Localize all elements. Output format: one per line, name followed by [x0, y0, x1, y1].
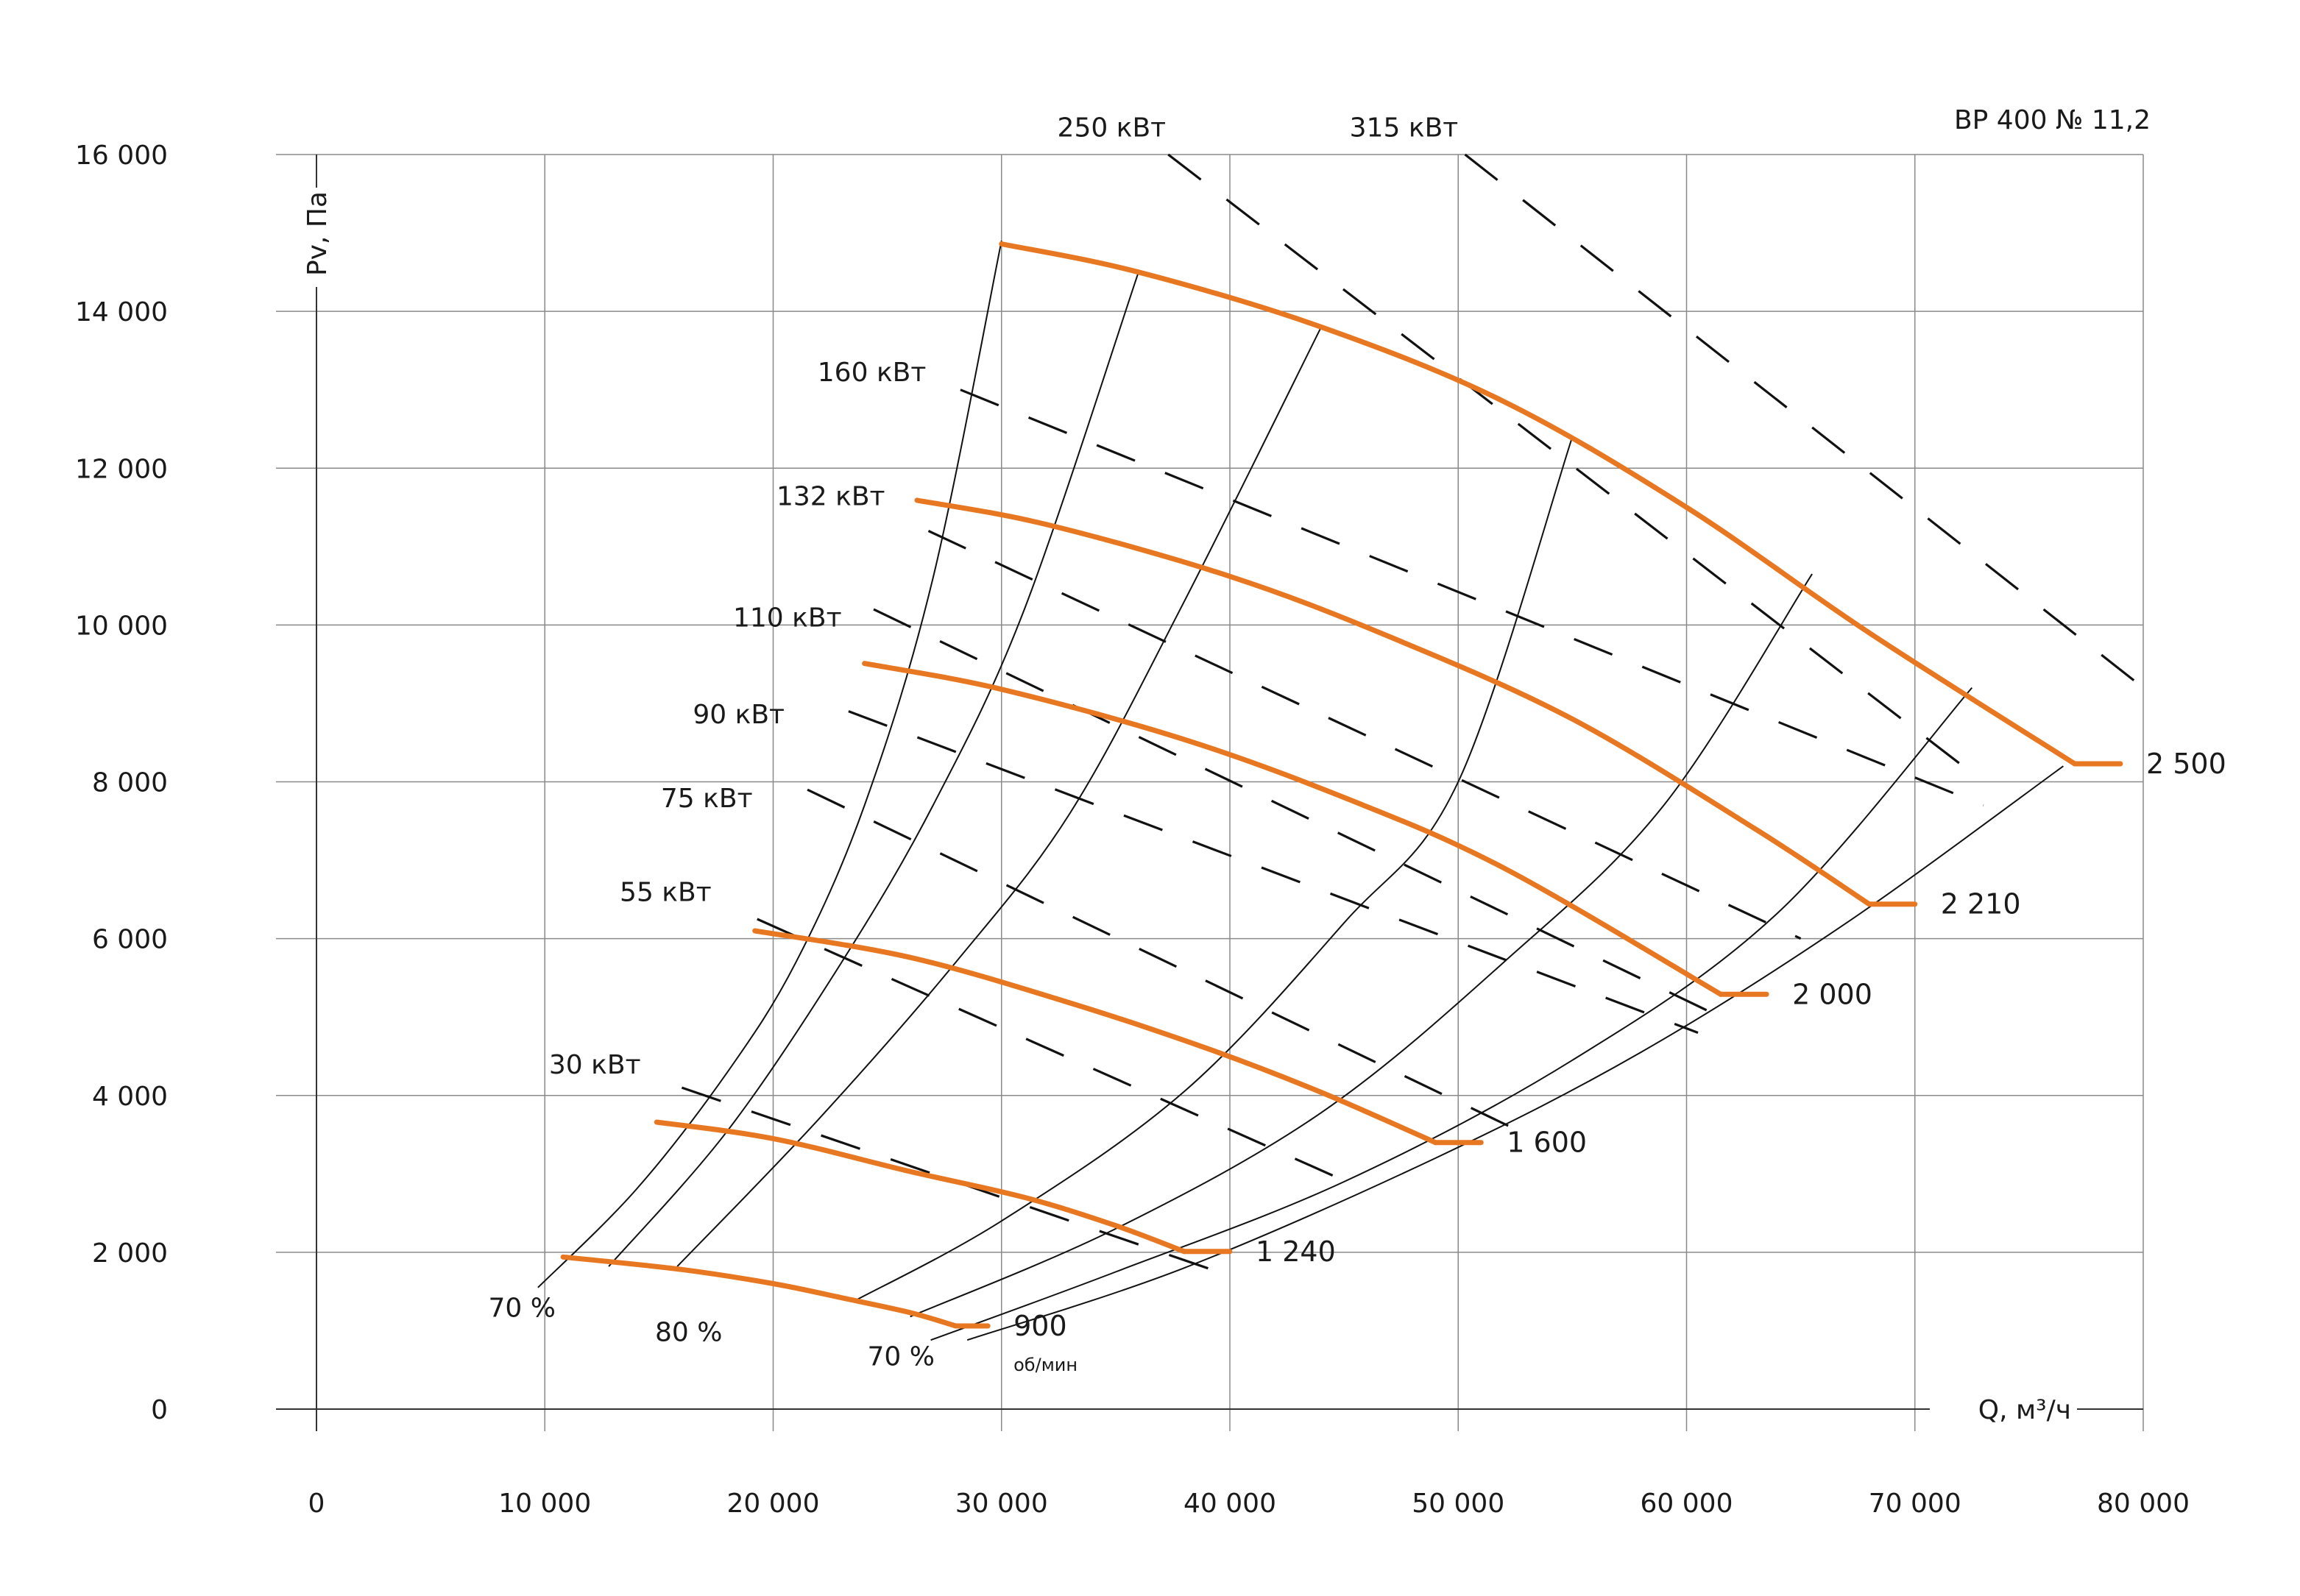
speed-curve [654, 1119, 1187, 1255]
y-tick-label: 10 000 [75, 611, 168, 641]
power-label: 132 кВт [776, 482, 885, 512]
x-tick-label: 40 000 [1183, 1489, 1276, 1519]
speed-curve [560, 1254, 959, 1329]
efficiency-line [676, 326, 1322, 1267]
efficiency-line [852, 436, 1574, 1302]
speed-label: 1 240 [1256, 1235, 1336, 1268]
speed-curve [914, 497, 1872, 907]
x-tick-label: 10 000 [498, 1489, 591, 1519]
x-tick-label: 70 000 [1869, 1489, 1961, 1519]
efficiency-line [608, 272, 1139, 1267]
speed-label: 2 000 [1792, 978, 1872, 1010]
efficiency-label: 70 % [488, 1293, 555, 1323]
efficiency-label: 70 % [868, 1341, 935, 1372]
efficiency-line [930, 687, 1973, 1341]
speed-label: 900 [1013, 1310, 1067, 1342]
efficiency-line [537, 241, 1002, 1288]
x-axis-label: Q, м³/ч [1978, 1395, 2071, 1425]
power-label: 110 кВт [733, 603, 842, 634]
axes [276, 155, 2143, 1431]
power-label: 90 кВт [693, 700, 785, 730]
y-tick-label: 14 000 [75, 297, 168, 327]
speed-curve [999, 241, 2078, 767]
grid [276, 154, 2144, 1431]
power-line [960, 389, 1984, 806]
power-label: 55 кВт [620, 878, 712, 908]
x-tick-label: 50 000 [1412, 1489, 1504, 1519]
efficiency-line [966, 765, 2064, 1341]
power-line [873, 608, 1722, 1018]
speed-label: 2 500 [2146, 748, 2226, 780]
x-tick-label: 0 [308, 1489, 325, 1519]
y-tick-label: 12 000 [75, 454, 168, 484]
power-line [848, 710, 1699, 1034]
efficiency-lines [537, 241, 2064, 1341]
power-line [1464, 153, 2144, 689]
speed-label: 1 600 [1507, 1127, 1587, 1159]
chart-labels: ВР 400 № 11,2 Q, м³/ч Pv, Па 0 10 000 20 0… [75, 105, 2226, 1519]
speed-curves [560, 241, 2123, 1329]
power-line [757, 918, 1356, 1187]
power-line [1167, 153, 1984, 783]
x-tick-label: 30 000 [955, 1489, 1048, 1519]
speed-curve [752, 928, 1438, 1146]
y-tick-label: 0 [151, 1395, 168, 1425]
power-lines [681, 153, 2144, 1277]
efficiency-label: 80 % [655, 1317, 722, 1347]
speed-unit-label: об/мин [1013, 1355, 1078, 1375]
y-tick-label: 8 000 [92, 768, 168, 798]
power-label: 160 кВт [818, 358, 927, 388]
x-tick-label: 60 000 [1641, 1489, 1733, 1519]
x-tick-label: 80 000 [2097, 1489, 2190, 1519]
power-line [681, 1086, 1231, 1277]
x-tick-label: 20 000 [727, 1489, 820, 1519]
y-tick-label: 16 000 [75, 141, 168, 171]
power-line [927, 530, 1802, 940]
speed-label: 2 210 [1941, 888, 2021, 921]
power-label: 250 кВт [1058, 113, 1167, 143]
chart-title: ВР 400 № 11,2 [1954, 105, 2151, 135]
y-tick-label: 4 000 [92, 1082, 168, 1112]
speed-curve [862, 661, 1724, 997]
efficiency-line [910, 573, 1813, 1318]
y-tick-label: 2 000 [92, 1238, 168, 1269]
power-line [807, 788, 1528, 1136]
power-label: 315 кВт [1350, 113, 1459, 143]
y-axis-label: Pv, Па [302, 191, 333, 276]
y-tick-label: 6 000 [92, 925, 168, 955]
power-label: 30 кВт [549, 1050, 641, 1080]
power-label: 75 кВт [661, 784, 753, 814]
